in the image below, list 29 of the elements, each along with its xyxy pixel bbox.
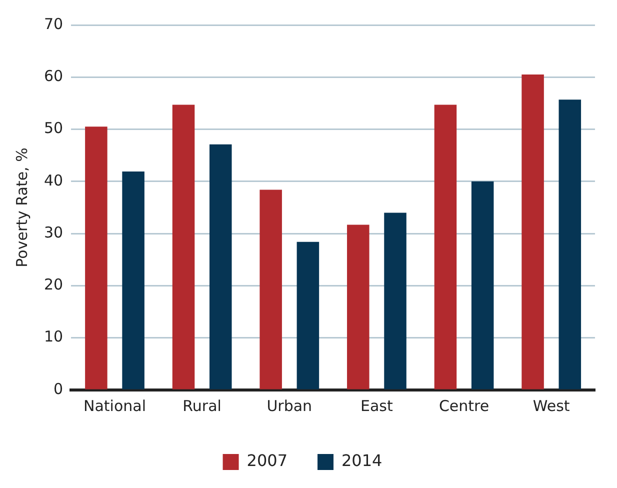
legend-label: 2007 (246, 451, 288, 470)
bar (260, 190, 282, 390)
bar (122, 172, 144, 390)
x-tick-label: Rural (182, 396, 222, 415)
x-tick-label: Urban (266, 396, 312, 415)
bar (384, 212, 406, 390)
bar (85, 126, 108, 390)
x-tick-label: West (532, 396, 570, 415)
bar (347, 224, 370, 390)
bar (172, 104, 195, 390)
x-tick-label: National (83, 396, 146, 415)
x-tick-label: East (360, 396, 393, 415)
bar (296, 242, 320, 390)
y-tick-label: 60 (44, 67, 64, 86)
y-tick-label: 30 (44, 223, 64, 242)
y-tick-label: 0 (54, 380, 64, 398)
bar (522, 74, 544, 390)
legend-label: 2014 (342, 451, 382, 470)
x-tick-label: Centre (438, 396, 490, 415)
y-tick-label: 40 (44, 171, 64, 190)
bar (558, 100, 582, 390)
y-tick-label: 20 (44, 276, 64, 294)
y-tick-label: 10 (44, 328, 64, 346)
y-axis-title: Poverty Rate, % (12, 148, 31, 268)
y-tick-label: 70 (44, 14, 64, 33)
bar (209, 144, 232, 390)
bar (434, 104, 457, 390)
y-tick-label: 50 (44, 119, 64, 138)
bar (471, 181, 494, 390)
